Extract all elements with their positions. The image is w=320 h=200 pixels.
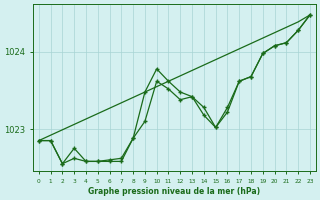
X-axis label: Graphe pression niveau de la mer (hPa): Graphe pression niveau de la mer (hPa) (88, 187, 260, 196)
